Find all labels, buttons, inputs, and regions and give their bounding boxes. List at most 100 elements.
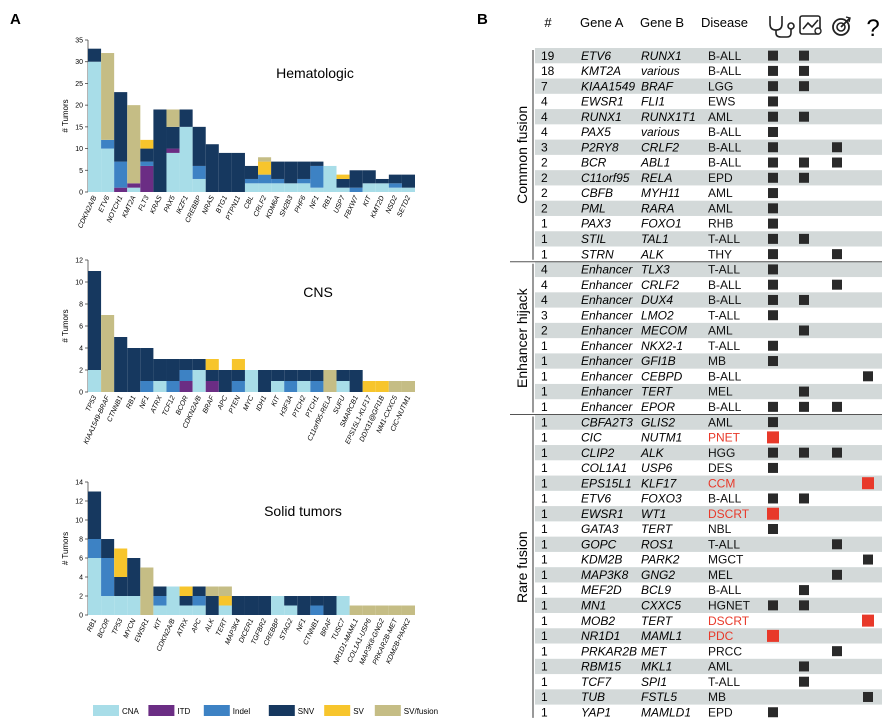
x-tick-label: APC	[216, 394, 229, 412]
bar-segment	[88, 539, 102, 558]
cell-gene-a: STIL	[581, 232, 606, 246]
bar-segment	[284, 596, 298, 606]
bar-segment	[284, 370, 298, 381]
marker	[799, 294, 809, 305]
bar-segment	[218, 152, 232, 192]
marker	[768, 126, 778, 137]
bar-segment	[244, 596, 259, 615]
y-tick-label: 2	[79, 594, 83, 601]
bar-segment	[310, 165, 324, 188]
bar-segment	[114, 92, 128, 162]
y-tick-label: 30	[75, 59, 83, 66]
bar-segment	[218, 370, 232, 392]
x-tick-label: NF1	[296, 618, 308, 633]
x-tick-label: MYC	[242, 394, 255, 412]
bar-segment	[336, 381, 350, 392]
y-axis-title: # Tumors	[61, 532, 70, 565]
marker	[768, 81, 778, 92]
bar-segment	[153, 605, 167, 615]
cell-num: 3	[541, 140, 548, 154]
cell-num: 4	[541, 293, 548, 307]
y-tick-label: 12	[75, 499, 83, 506]
y-tick-label: 12	[75, 258, 83, 265]
stethoscope-icon-head	[787, 22, 795, 30]
x-tick-label: PTEN	[228, 394, 243, 415]
x-tick-label: IDH1	[255, 395, 268, 413]
cell-gene-a: Enhancer	[581, 385, 633, 399]
cell-disease: B-ALL	[708, 369, 742, 383]
y-tick-label: 14	[75, 480, 83, 487]
row-band	[535, 78, 882, 94]
y-tick-label: 4	[79, 346, 83, 353]
cell-gene-a: EWSR1	[581, 95, 624, 109]
cell-disease: DES	[708, 461, 733, 475]
bar-segment	[101, 315, 115, 392]
bar-segment	[166, 126, 180, 149]
y-tick-label: 8	[79, 537, 83, 544]
cell-disease: B-ALL	[708, 293, 742, 307]
cell-num: 1	[541, 598, 548, 612]
cell-gene-a: CBFA2T3	[581, 415, 633, 429]
cell-disease: AML	[708, 186, 733, 200]
marker	[799, 81, 809, 92]
cell-disease: MEL	[708, 568, 733, 582]
cell-gene-b: RARA	[641, 201, 674, 215]
cell-gene-a: MAP3K8	[581, 568, 629, 582]
cell-num: 1	[541, 400, 548, 414]
marker	[768, 96, 778, 107]
marker	[799, 50, 809, 61]
cell-gene-a: Enhancer	[581, 339, 633, 353]
cell-gene-b: PARK2	[641, 553, 680, 567]
row-band	[535, 353, 882, 369]
chart-person-icon-frame	[799, 15, 821, 35]
cell-disease: EPD	[708, 171, 733, 185]
legend-label: SNV	[298, 707, 315, 716]
cell-gene-b: various	[641, 125, 680, 139]
cell-gene-b: MKL1	[641, 660, 672, 674]
cell-gene-a: Enhancer	[581, 278, 633, 292]
cell-gene-a: Enhancer	[581, 308, 633, 322]
bar-segment	[349, 370, 363, 392]
chart-person-icon-trend	[802, 19, 819, 30]
y-tick-label: 6	[79, 556, 83, 563]
bar-segment	[101, 596, 115, 615]
legend-swatch	[93, 705, 119, 716]
target-icon-arrowhead	[845, 16, 851, 23]
row-band	[535, 567, 882, 583]
cell-gene-a: KMT2A	[581, 64, 621, 78]
legend-label: ITD	[177, 707, 190, 716]
cell-num: 1	[541, 339, 548, 353]
bar-segment	[375, 178, 389, 184]
panel-b-label: B	[477, 11, 488, 28]
marker	[768, 462, 778, 473]
cell-gene-b: SPI1	[641, 675, 667, 689]
x-tick-label: PAX5	[163, 195, 177, 214]
cell-num: 1	[541, 217, 548, 231]
group-label: Rare fusion	[514, 531, 530, 603]
target-icon	[832, 16, 851, 36]
marker	[768, 157, 778, 168]
cell-disease: PRCC	[708, 644, 742, 658]
row-band	[535, 231, 882, 247]
bar-segment	[362, 183, 376, 192]
cell-num: 1	[541, 354, 548, 368]
marker	[768, 142, 778, 153]
cell-gene-b: TAL1	[641, 232, 669, 246]
chart-person-icon	[799, 15, 822, 35]
y-tick-label: 2	[79, 368, 83, 375]
cell-gene-b: DUX4	[641, 293, 673, 307]
cell-num: 4	[541, 278, 548, 292]
bar-segment	[336, 596, 350, 615]
chart-person-icon-person	[814, 27, 822, 35]
legend-swatch	[203, 705, 230, 716]
cell-num: 1	[541, 431, 548, 445]
cell-num: 1	[541, 660, 548, 674]
bar-segment	[375, 183, 389, 192]
bar-segment	[310, 370, 324, 381]
marker	[768, 707, 778, 718]
cell-num: 2	[541, 156, 548, 170]
bar-segment	[88, 271, 102, 370]
bar-segment	[114, 548, 128, 577]
cell-gene-b: FOXO3	[641, 492, 682, 506]
legend-swatch	[268, 705, 295, 716]
